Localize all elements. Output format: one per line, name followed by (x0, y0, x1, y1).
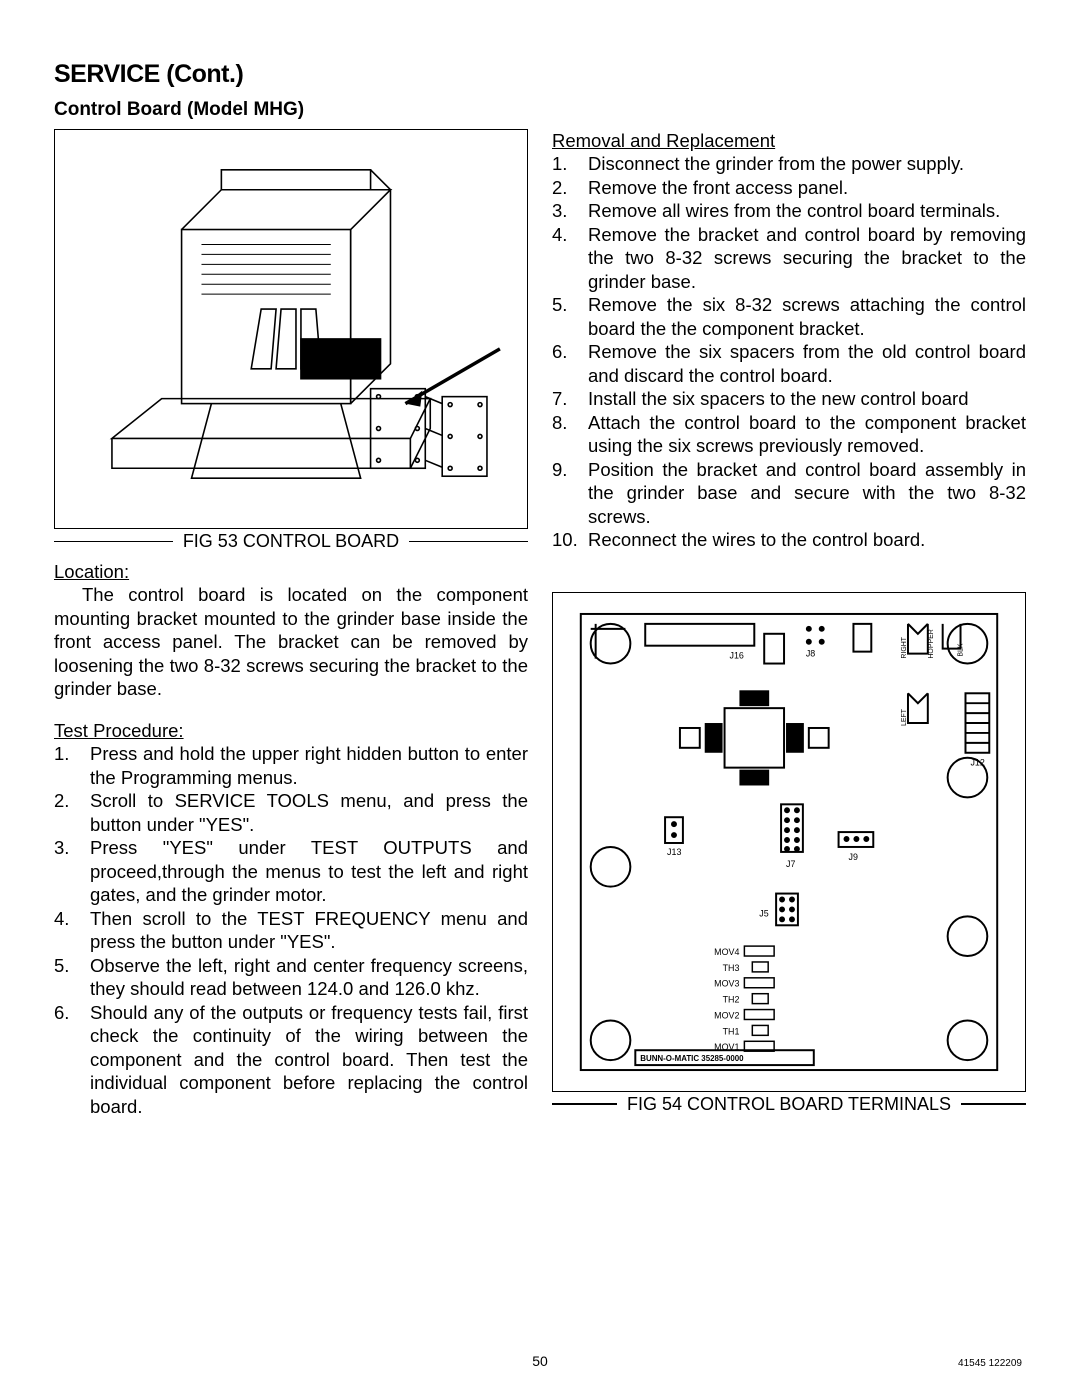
fig53-box (54, 129, 528, 529)
fig54-caption-row: FIG 54 CONTROL BOARD TERMINALS (552, 1094, 1026, 1115)
step-item: Remove the six 8-32 screws attaching the… (552, 293, 1026, 340)
step-item: Remove all wires from the control board … (552, 199, 1026, 222)
step-item: Should any of the outputs or frequency t… (54, 1001, 528, 1118)
label-j8: J8 (806, 648, 815, 658)
mov-label: TH3 (723, 963, 740, 973)
fig53-caption: FIG 53 CONTROL BOARD (173, 531, 409, 552)
fig54-box: J16 J8 J13 J7 J9 J5 J12 RIGHT HOPPER BLK… (552, 592, 1026, 1092)
fig53-caption-row: FIG 53 CONTROL BOARD (54, 531, 528, 552)
test-label: Test Procedure: (54, 719, 528, 742)
doc-id: 41545 122209 (958, 1358, 1022, 1369)
step-item: Press and hold the upper right hidden bu… (54, 742, 528, 789)
step-item: Then scroll to the TEST FREQUENCY menu a… (54, 907, 528, 954)
removal-steps: Disconnect the grinder from the power su… (552, 152, 1026, 551)
section-heading: SERVICE (Cont.) (54, 60, 1026, 89)
step-item: Install the six spacers to the new contr… (552, 387, 1026, 410)
mov-label: MOV1 (714, 1042, 739, 1052)
location-block: Location: The control board is located o… (54, 560, 528, 701)
step-item: Attach the control board to the componen… (552, 411, 1026, 458)
label-left: LEFT (901, 708, 908, 726)
right-column: Removal and Replacement Disconnect the g… (552, 129, 1026, 1123)
left-column: FIG 53 CONTROL BOARD Location: The contr… (54, 129, 528, 1123)
location-text: The control board is located on the comp… (54, 583, 528, 700)
test-steps: Press and hold the upper right hidden bu… (54, 742, 528, 1118)
step-item: Observe the left, right and center frequ… (54, 954, 528, 1001)
label-hopper: HOPPER (928, 629, 935, 658)
step-item: Position the bracket and control board a… (552, 458, 1026, 528)
location-label: Location: (54, 561, 129, 582)
step-item: Remove the front access panel. (552, 176, 1026, 199)
label-j9: J9 (848, 852, 857, 862)
step-item: Disconnect the grinder from the power su… (552, 152, 1026, 175)
step-item: Reconnect the wires to the control board… (552, 528, 1026, 551)
step-item: Press "YES" under TEST OUTPUTS and proce… (54, 836, 528, 906)
mov-label: TH1 (723, 1026, 740, 1036)
board-footer-text: BUNN-O-MATIC 35285-0000 (640, 1054, 744, 1063)
label-blk: BLK (958, 643, 965, 656)
step-item: Remove the six spacers from the old cont… (552, 340, 1026, 387)
label-j12: J12 (970, 757, 984, 767)
page-number: 50 (532, 1353, 548, 1369)
mov-label: MOV2 (714, 1010, 739, 1020)
label-right: RIGHT (901, 636, 908, 658)
step-item: Scroll to SERVICE TOOLS menu, and press … (54, 789, 528, 836)
label-j7: J7 (786, 859, 795, 869)
label-j16: J16 (730, 650, 744, 660)
label-j13: J13 (667, 847, 681, 857)
fig54-caption: FIG 54 CONTROL BOARD TERMINALS (617, 1094, 961, 1115)
step-item: Remove the bracket and control board by … (552, 223, 1026, 293)
mov-label: TH2 (723, 994, 740, 1004)
removal-label: Removal and Replacement (552, 129, 1026, 152)
subsection-heading: Control Board (Model MHG) (54, 99, 1026, 121)
label-j5: J5 (759, 908, 768, 918)
grinder-illustration (65, 140, 517, 518)
two-column-layout: FIG 53 CONTROL BOARD Location: The contr… (54, 129, 1026, 1123)
mov-label: MOV4 (714, 947, 739, 957)
mov-label: MOV3 (714, 978, 739, 988)
control-board-diagram: J16 J8 J13 J7 J9 J5 J12 RIGHT HOPPER BLK… (569, 609, 1009, 1075)
